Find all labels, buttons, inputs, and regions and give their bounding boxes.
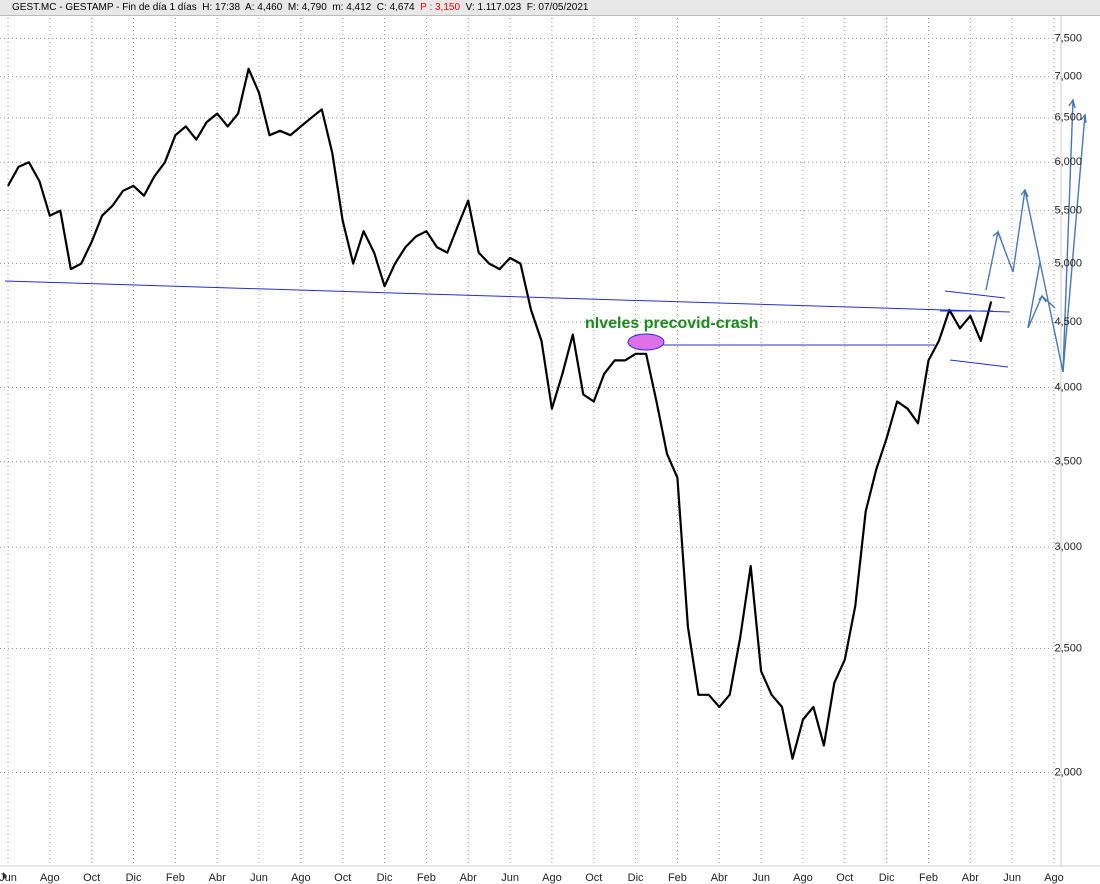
y-tick-label: 4,000	[1054, 381, 1082, 393]
x-tick-label: Dic	[377, 872, 393, 884]
x-tick-label: Dic	[628, 872, 644, 884]
trend-line	[4, 280, 1011, 313]
header-text: GEST.MC - GESTAMP - Fin de día 1 días H:…	[12, 2, 415, 13]
title-bar: GEST.MC - GESTAMP - Fin de día 1 días H:…	[0, 0, 1100, 16]
y-tick-label: 7,500	[1054, 32, 1082, 44]
y-tick-label: 2,500	[1054, 642, 1082, 654]
x-tick-label: Feb	[417, 872, 436, 884]
x-tick-label: Ago	[793, 872, 813, 884]
y-tick-label: 3,500	[1054, 456, 1082, 468]
x-tick-label: Jun	[250, 872, 268, 884]
x-tick-label: Oct	[836, 872, 853, 884]
y-tick-label: 4,500	[1054, 316, 1082, 328]
x-tick-label: Jun	[752, 872, 770, 884]
price-line	[7, 67, 993, 760]
x-tick-label: Dic	[879, 872, 895, 884]
x-tick-label: Jun	[0, 872, 17, 884]
highlight-ellipse	[627, 333, 665, 351]
annotation: nIveles precovid-crash	[585, 315, 758, 332]
projection-path	[1039, 99, 1074, 373]
y-tick-label: 7,000	[1054, 71, 1082, 83]
x-tick-label: Jun	[1003, 872, 1021, 884]
arrow-head	[1020, 188, 1029, 198]
x-tick-label: Feb	[919, 872, 938, 884]
channel-line	[949, 359, 1009, 368]
x-tick-label: Feb	[668, 872, 687, 884]
arrow-head	[1038, 294, 1047, 303]
y-tick-label: 6,500	[1054, 112, 1082, 124]
projection-arrows	[985, 98, 1087, 373]
y-tick-label: 5,000	[1054, 257, 1082, 269]
x-tick-label: Oct	[334, 872, 351, 884]
x-tick-label: Jun	[501, 872, 519, 884]
x-tick-label: Oct	[83, 872, 100, 884]
scroll-arrow[interactable]	[3, 872, 7, 880]
header-tail: V: 1.117.023 F: 07/05/2021	[465, 2, 589, 13]
y-tick-label: 6,000	[1054, 156, 1082, 168]
x-tick-label: Oct	[585, 872, 602, 884]
arrow-head	[1068, 98, 1076, 109]
x-tick-label: Ago	[542, 872, 562, 884]
y-tick-label: 2,000	[1054, 766, 1082, 778]
x-tick-label: Abr	[209, 872, 226, 884]
x-tick-label: Abr	[962, 872, 979, 884]
x-tick-label: Abr	[460, 872, 477, 884]
arrow-head	[992, 230, 1002, 240]
x-tick-label: Ago	[40, 872, 60, 884]
header-price: P : 3,150	[420, 2, 461, 13]
arrow-head	[1080, 113, 1087, 124]
plot	[0, 18, 1061, 866]
x-tick-label: Abr	[711, 872, 728, 884]
x-tick-label: Ago	[1044, 872, 1064, 884]
channel-line	[944, 290, 1006, 299]
y-tick-label: 3,000	[1054, 541, 1082, 553]
x-tick-label: Dic	[126, 872, 142, 884]
x-tick-label: Ago	[291, 872, 311, 884]
x-tick-label: Feb	[166, 872, 185, 884]
y-tick-label: 5,500	[1054, 205, 1082, 217]
projection-path	[1062, 114, 1086, 373]
